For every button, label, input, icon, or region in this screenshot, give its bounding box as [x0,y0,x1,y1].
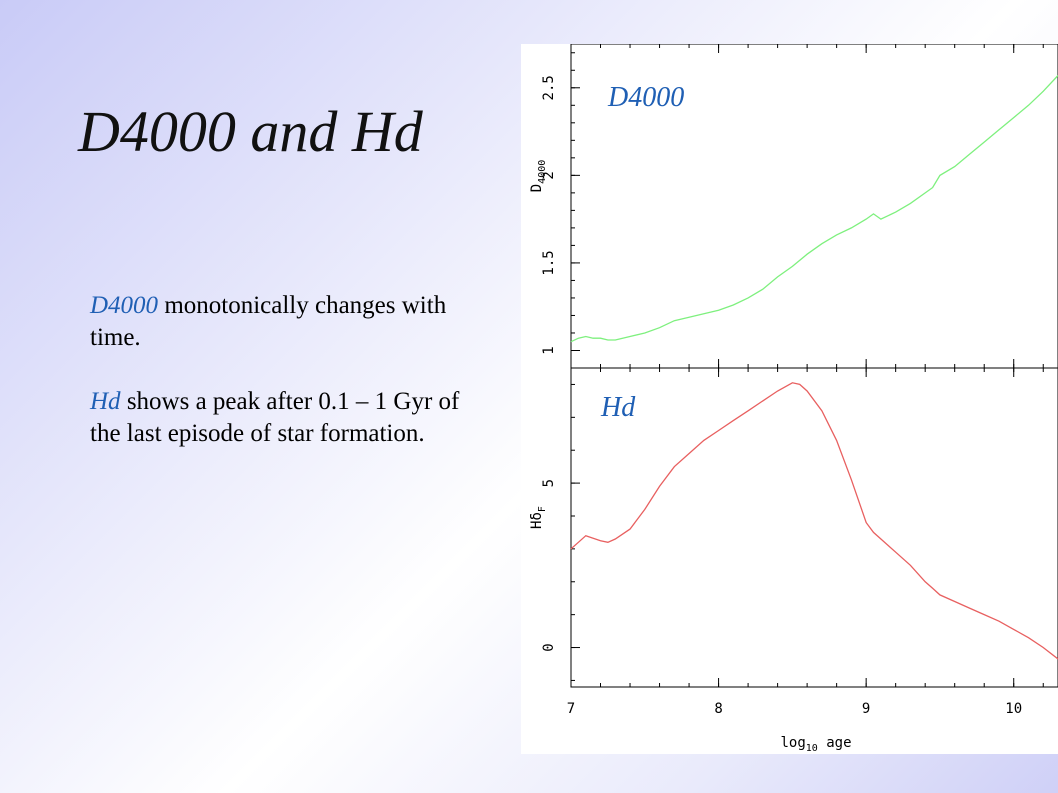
hd-chart-title: Hd [600,392,636,423]
hd-y-axis-label: HδF [529,506,548,529]
hd-y-axis-label-part: Hδ [529,512,545,529]
x-axis-label-main: log [780,735,805,751]
hd-x-tick-label: 9 [862,701,870,717]
hd-y-tick-label: 0 [541,643,557,651]
hd-x-tick-label: 8 [714,701,722,717]
paragraph-hd: Hd shows a peak after 0.1 – 1 Gyr of the… [90,386,460,450]
hd-x-tick-label: 7 [567,701,575,717]
paragraph-d4000-text: monotonically changes with time. [90,292,447,351]
paragraph-hd-text: shows a peak after 0.1 – 1 Gyr of the la… [90,388,460,447]
term-d4000: D4000 [90,292,159,319]
term-hd: Hd [90,388,121,415]
d4000-y-tick-label: 1 [541,346,557,354]
x-axis-label: log10 age [780,735,851,754]
d4000-y-axis-label-part: D [529,184,545,192]
hd-y-tick-label: 5 [541,479,557,487]
d4000-chart-title: D4000 [607,82,684,113]
hd-chart: 0 5 7 8 9 10 HδF Hd [529,367,1058,717]
d4000-y-tick-label: 1.5 [541,250,557,275]
d4000-y-tick-label: 2.5 [541,75,557,100]
hd-plot-frame [570,367,1058,688]
paragraph-d4000: D4000 monotonically changes with time. [90,290,460,354]
x-axis-label-tail: age [818,735,852,751]
d4000-y-axis-label: D4000 [529,160,548,193]
hd-x-tick-label: 10 [1005,701,1022,717]
d4000-y-tick-label: 2 [541,171,557,179]
hd-y-axis-label-part: F [537,506,548,512]
chart-panel: 1 1.5 2 2.5 D4000 D4000 0 5 7 8 9 10 HδF Hd log10 ag… [521,43,1058,754]
slide-body: D4000 monotonically changes with time. H… [90,290,460,482]
x-axis-label-sub: 10 [806,743,818,754]
d4000-y-axis-label-part: 4000 [537,160,548,184]
slide-title: D4000 and Hd [78,99,423,164]
d4000-series-line [570,75,1058,343]
hd-series-line [570,382,1058,660]
